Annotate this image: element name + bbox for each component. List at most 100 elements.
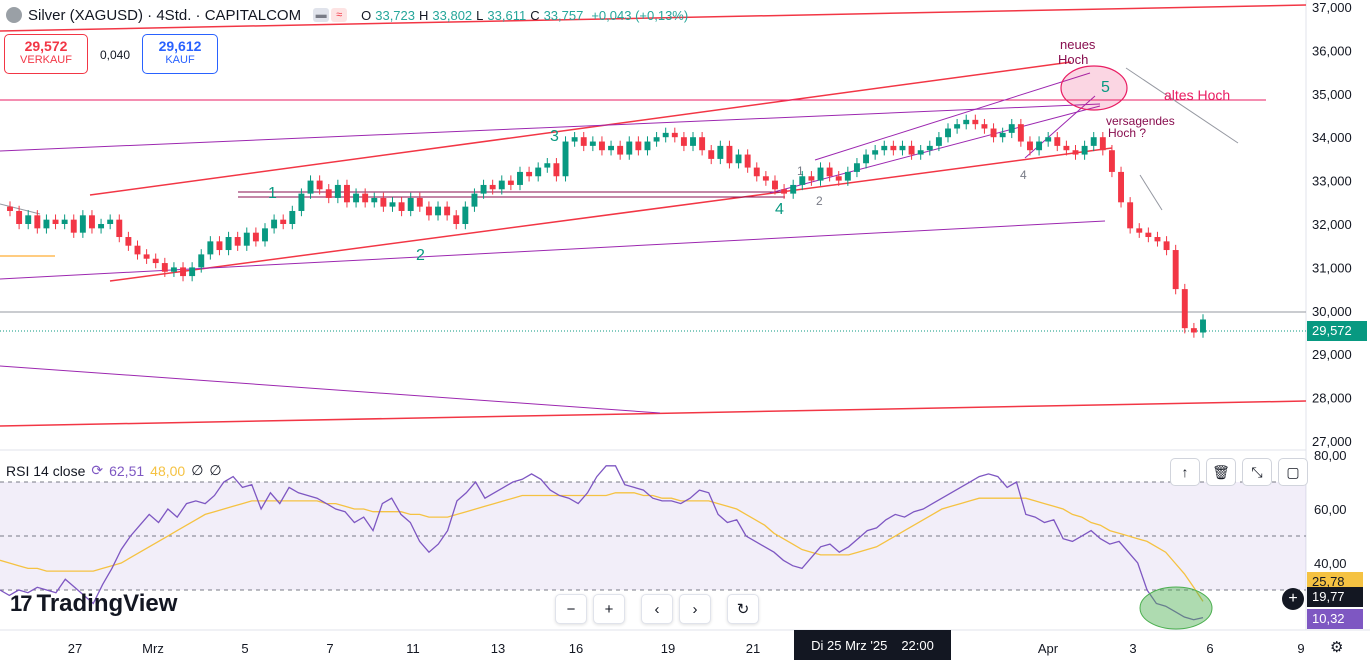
time-axis-label: 19: [661, 641, 675, 656]
candle: [234, 231, 241, 251]
hide-icon[interactable]: ▬: [313, 8, 330, 22]
candle: [398, 197, 405, 217]
arrow-up-icon[interactable]: ↑: [1170, 458, 1200, 486]
candle-body: [462, 206, 469, 224]
time-axis-label: 3: [1129, 641, 1136, 656]
price-axis-label: 35,000: [1312, 87, 1352, 102]
annotation-altes-hoch: altes Hoch: [1164, 87, 1230, 103]
candle: [362, 188, 369, 208]
time-axis-label: Apr: [1038, 641, 1059, 656]
candle: [334, 179, 341, 204]
chart-navigation: − + ‹ › ↻: [555, 594, 759, 624]
candle-body: [753, 167, 760, 177]
candle: [562, 136, 569, 182]
maximize-icon[interactable]: ▢: [1278, 458, 1308, 486]
candle: [817, 162, 824, 186]
candle: [243, 227, 250, 251]
tradingview-logo: 17 TradingView: [10, 590, 177, 618]
candle-body: [1108, 150, 1115, 172]
crosshair-time: 22:00: [901, 637, 934, 653]
candle: [762, 171, 769, 186]
candle: [170, 262, 177, 277]
candle: [425, 201, 432, 221]
pane-tools: ↑ 🗑 ⤡ ▢: [1170, 458, 1308, 486]
candle: [598, 136, 605, 156]
candle-body: [1008, 124, 1015, 133]
collapse-icon[interactable]: ⤡: [1242, 458, 1272, 486]
candle-body: [808, 176, 815, 181]
annotation-versagendes: versagendes: [1106, 114, 1175, 128]
candle: [7, 201, 13, 217]
symbol-title[interactable]: Silver (XAGUSD) · 4Std. · CAPITALCOM: [28, 6, 302, 24]
candle-body: [662, 132, 669, 138]
candle: [1008, 118, 1015, 139]
candle-body: [926, 145, 933, 151]
candle-body: [189, 267, 196, 277]
wave-channel-lower: [769, 105, 1101, 194]
candle-body: [908, 145, 915, 155]
price-axis-label: 28,000: [1312, 391, 1352, 406]
candle: [708, 145, 715, 165]
candle: [863, 149, 870, 169]
minus-icon[interactable]: −: [555, 594, 587, 624]
annotation-neues: neues: [1060, 37, 1096, 52]
candle: [571, 131, 578, 147]
candle: [890, 140, 897, 156]
price-axis-label: 32,000: [1312, 217, 1352, 232]
chevron-left-icon[interactable]: ‹: [641, 594, 673, 624]
wave-label-1: 1: [268, 185, 277, 202]
candle: [489, 179, 496, 195]
candle-body: [562, 141, 569, 177]
rsi-name[interactable]: RSI 14 close: [6, 462, 86, 479]
candle: [43, 214, 50, 234]
candle-body: [170, 267, 177, 272]
wave-label-5: 5: [1101, 79, 1110, 96]
wave-icon[interactable]: ≈: [331, 8, 348, 22]
reset-icon[interactable]: ↻: [727, 594, 759, 624]
add-alert-icon[interactable]: +: [1282, 588, 1304, 610]
channel-upper-line: [89, 61, 1072, 196]
candle-body: [717, 145, 724, 159]
rsi-value: 62,51: [109, 462, 145, 479]
candle-body: [16, 210, 23, 224]
candle: [161, 257, 168, 277]
candle-body: [617, 145, 624, 155]
indicator-pills[interactable]: ▬ ≈: [313, 8, 348, 22]
candle: [216, 236, 223, 256]
candle: [1172, 244, 1179, 295]
open-value: 33,723: [375, 7, 415, 23]
candle: [107, 214, 114, 230]
candle-body: [435, 206, 441, 216]
candle: [899, 140, 906, 156]
candle: [853, 158, 860, 178]
plus-icon[interactable]: +: [593, 594, 625, 624]
candle-body: [945, 128, 951, 138]
sell-price: 29,572: [24, 38, 68, 54]
candle-body: [407, 197, 414, 211]
wave-label-4: 4: [775, 201, 784, 218]
candle-body: [52, 219, 59, 224]
candle-body: [853, 163, 860, 172]
candle: [271, 214, 278, 234]
chevron-right-icon[interactable]: ›: [679, 594, 711, 624]
subwave-label-2: 2: [816, 194, 823, 208]
candle-body: [1027, 141, 1033, 151]
rsi-settings-icon[interactable]: ⟳: [91, 462, 104, 478]
candle: [790, 179, 797, 199]
annotation-hoch: Hoch: [1058, 52, 1088, 67]
trash-icon[interactable]: 🗑: [1206, 458, 1236, 486]
candle: [690, 131, 696, 152]
low-label: L: [476, 7, 484, 23]
candle-body: [498, 180, 505, 190]
candle: [1136, 223, 1143, 238]
candle-body: [1118, 171, 1124, 203]
candle-body: [180, 267, 186, 277]
candle-body: [507, 180, 514, 185]
candle-body: [471, 193, 478, 207]
sell-button[interactable]: 29,572 VERKAUF: [4, 34, 88, 74]
candle-body: [544, 163, 551, 168]
buy-button[interactable]: 29,612 KAUF: [142, 34, 218, 74]
gear-icon[interactable]: ⚙: [1330, 639, 1344, 656]
candle: [799, 171, 806, 191]
